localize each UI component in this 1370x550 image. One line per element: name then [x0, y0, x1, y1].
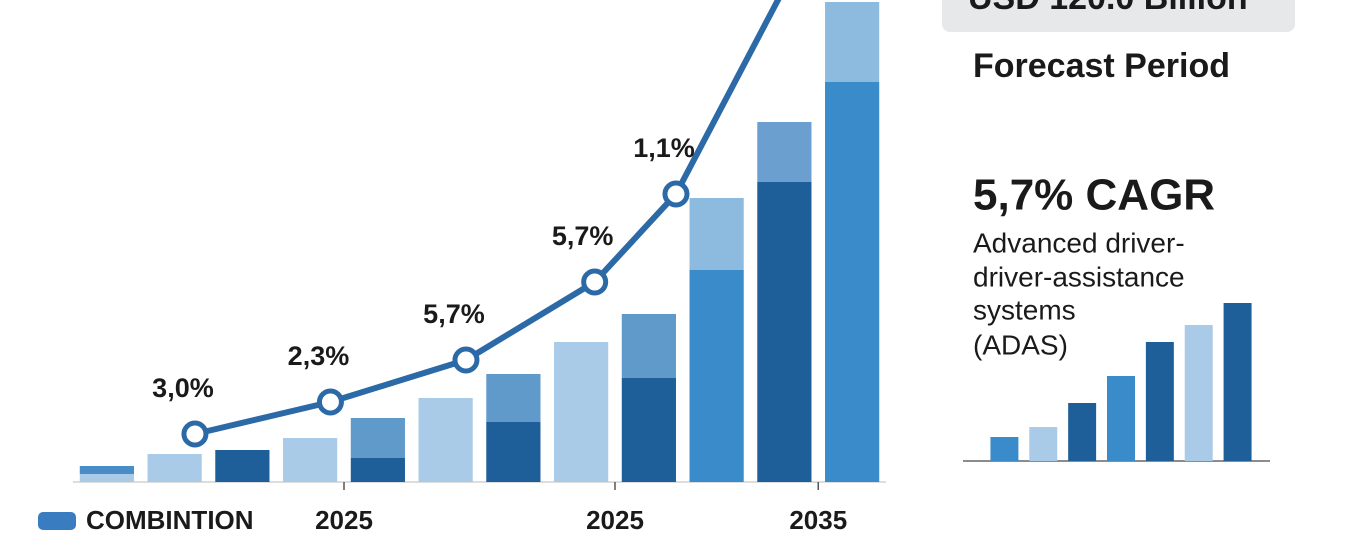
bar-segment — [689, 270, 744, 482]
subtitle: Forecast Period — [973, 47, 1230, 85]
bar-segment — [757, 122, 812, 182]
headline: USD 120.0 Billion — [968, 0, 1248, 17]
cagr: 5,7% CAGR — [973, 171, 1215, 220]
bar-segment — [215, 450, 270, 482]
headline-cover — [1295, 0, 1370, 32]
bar-segment — [350, 458, 405, 482]
annotation: 5,7% — [423, 299, 485, 329]
annotation: 5,7% — [552, 221, 614, 251]
line-marker — [581, 268, 609, 296]
annotation: 3,0% — [152, 373, 214, 403]
bar-segment — [486, 422, 541, 482]
bar-segment — [621, 314, 676, 378]
legend-swatch — [38, 512, 76, 530]
bar-segment — [554, 342, 609, 482]
mini-bar — [1223, 303, 1252, 461]
annotation: 1,1% — [633, 133, 695, 163]
line-marker — [452, 346, 480, 374]
bar-segment — [689, 198, 744, 270]
mini-bar — [990, 437, 1019, 461]
line-marker — [662, 180, 690, 208]
headline-box — [942, 0, 1295, 32]
bar-segment — [486, 374, 541, 422]
annotation: 2,3% — [288, 341, 350, 371]
x-tick-label: 2025 — [315, 505, 373, 535]
trend-line — [194, 0, 782, 437]
line-marker — [181, 420, 209, 448]
bar-segment — [147, 454, 202, 482]
mini-bar — [1068, 403, 1097, 461]
bar-segment — [79, 474, 134, 482]
mini-bar — [1145, 342, 1174, 461]
bar-segment — [283, 438, 338, 482]
bar-segment — [825, 2, 880, 82]
mini-bar — [1029, 427, 1058, 461]
legend-label: COMBINTION — [86, 505, 254, 535]
line-marker — [316, 388, 344, 416]
bar-segment — [79, 466, 134, 474]
description: (ADAS) — [973, 329, 1068, 360]
description: driver-assistance — [973, 261, 1185, 292]
description: Advanced driver- — [973, 227, 1185, 258]
mini-bar — [1107, 376, 1135, 461]
x-tick-label: 2035 — [789, 505, 847, 535]
description: systems — [973, 294, 1076, 325]
mini-bar — [1184, 325, 1213, 461]
bar-segment — [621, 378, 676, 482]
x-tick-label: 2025 — [586, 505, 644, 535]
bar-segment — [825, 82, 880, 482]
bar-segment — [350, 418, 405, 458]
bar-segment — [418, 398, 473, 482]
bar-segment — [757, 182, 812, 482]
